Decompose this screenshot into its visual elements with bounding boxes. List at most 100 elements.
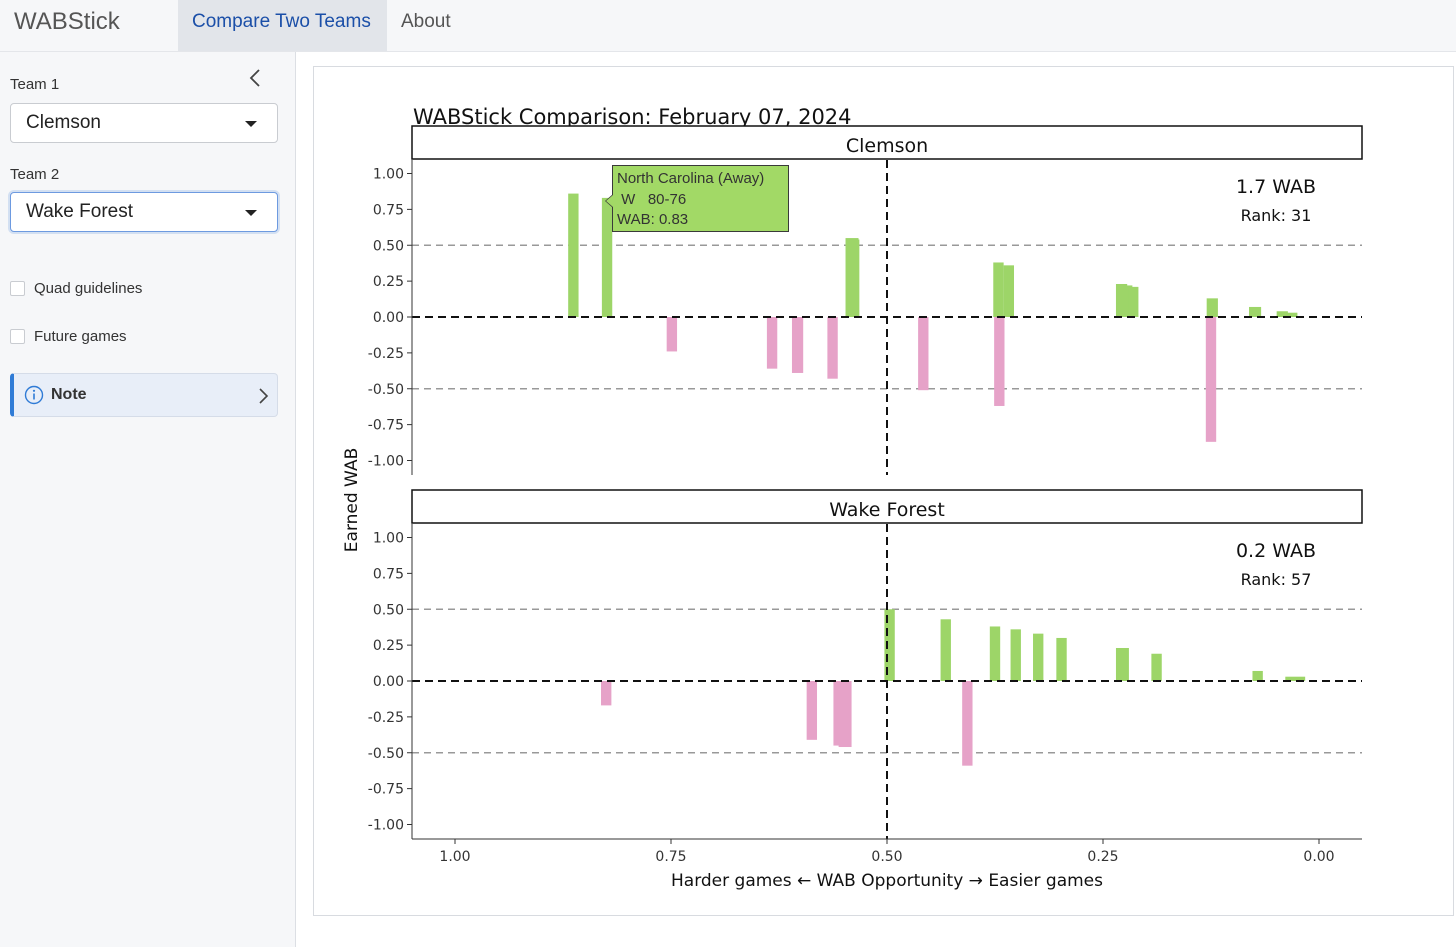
chart-title: WABStick Comparison: February 07, 2024 bbox=[413, 105, 852, 129]
win-bar bbox=[989, 626, 1001, 681]
loss-bar bbox=[666, 317, 678, 352]
info-icon bbox=[24, 385, 44, 405]
loss-bar bbox=[962, 681, 973, 766]
y-tick-label: -0.25 bbox=[368, 710, 404, 726]
rank-annotation: Rank: 57 bbox=[1241, 570, 1312, 589]
win-bar bbox=[1286, 312, 1298, 317]
loss-bar bbox=[791, 317, 804, 373]
app-brand: WABStick bbox=[14, 8, 120, 35]
future-games-label: Future games bbox=[34, 328, 127, 345]
y-tick-label: 0.75 bbox=[373, 566, 404, 582]
y-tick-label: -1.00 bbox=[368, 454, 404, 470]
tooltip-opponent: North Carolina (Away) bbox=[617, 170, 765, 187]
y-tick-label: -0.75 bbox=[368, 418, 404, 434]
win-bar bbox=[601, 197, 613, 317]
quad-guidelines-checkbox-row[interactable]: Quad guidelines bbox=[10, 279, 210, 301]
win-bar bbox=[1056, 637, 1067, 681]
team1-label: Team 1 bbox=[10, 76, 60, 93]
y-tick-label: -0.50 bbox=[368, 746, 404, 762]
win-bar bbox=[1276, 311, 1288, 317]
win-bar bbox=[1206, 298, 1218, 317]
y-tick-label: 0.50 bbox=[373, 238, 404, 254]
note-accordion[interactable]: Note bbox=[10, 373, 278, 417]
x-tick-label: 0.50 bbox=[871, 849, 902, 865]
navbar: WABStick Compare Two Teams About bbox=[0, 0, 1456, 52]
future-games-checkbox[interactable] bbox=[10, 329, 25, 344]
panel-strip bbox=[411, 489, 1363, 524]
y-tick-label: -0.50 bbox=[368, 382, 404, 398]
tab-about[interactable]: About bbox=[401, 11, 451, 32]
note-label: Note bbox=[51, 386, 87, 403]
panel-strip bbox=[411, 125, 1363, 160]
y-tick-label: 0.75 bbox=[373, 202, 404, 218]
x-axis-label: Harder games ← WAB Opportunity → Easier … bbox=[671, 871, 1103, 891]
x-tick-label: 0.25 bbox=[1087, 849, 1118, 865]
team2-select[interactable]: Wake Forest bbox=[10, 192, 278, 232]
panel-wake-forest: Wake Forest 1.00 0.75 0.50 0.25 0.00 -0.25 -0.5… bbox=[368, 489, 1363, 839]
loss-bar bbox=[838, 681, 852, 748]
y-axis-label: Earned WAB bbox=[342, 448, 362, 552]
win-bar bbox=[1115, 283, 1128, 317]
loss-bar bbox=[766, 317, 778, 369]
chevron-down-icon bbox=[245, 210, 257, 216]
y-tick-label: 1.00 bbox=[373, 531, 404, 547]
loss-bar bbox=[827, 317, 838, 379]
x-tick-label: 0.75 bbox=[655, 849, 686, 865]
sidebar: Team 1 Clemson Team 2 Wake Forest Quad g… bbox=[0, 52, 296, 947]
chevron-down-icon bbox=[245, 121, 257, 127]
wab-annotation: 0.2 WAB bbox=[1236, 540, 1316, 562]
y-tick-label: 0.00 bbox=[373, 674, 404, 690]
y-tick-label: 0.25 bbox=[373, 638, 404, 654]
quad-guidelines-checkbox[interactable] bbox=[10, 281, 25, 296]
tab-compare-two-teams[interactable]: Compare Two Teams bbox=[178, 0, 387, 51]
win-bar bbox=[1252, 670, 1263, 681]
loss-bar bbox=[1205, 317, 1217, 442]
y-tick-label: -0.75 bbox=[368, 782, 404, 798]
wab-annotation: 1.7 WAB bbox=[1236, 176, 1316, 198]
win-bar bbox=[1285, 676, 1306, 681]
loss-bar bbox=[994, 317, 1005, 406]
win-bar bbox=[1003, 265, 1015, 317]
y-tick-label: 1.00 bbox=[373, 167, 404, 183]
win-bar bbox=[1128, 286, 1139, 317]
x-tick-label: 0.00 bbox=[1303, 849, 1334, 865]
rank-annotation: Rank: 31 bbox=[1241, 206, 1312, 225]
win-bar bbox=[1122, 285, 1133, 317]
collapse-sidebar-icon[interactable] bbox=[244, 66, 268, 90]
win-bar bbox=[568, 193, 579, 317]
win-bar bbox=[1033, 633, 1044, 681]
win-bar bbox=[993, 262, 1004, 317]
y-tick-label: 0.00 bbox=[373, 310, 404, 326]
loss-bar bbox=[918, 317, 929, 391]
panel-clemson: Clemson 1.00 0.75 0.50 0.25 0.00 -0.25 -0.50 -0.… bbox=[368, 125, 1363, 475]
panel-strip-title: Clemson bbox=[846, 135, 928, 157]
loss-bar bbox=[601, 681, 612, 706]
loss-bar bbox=[806, 681, 818, 740]
win-bar bbox=[940, 619, 951, 681]
bar-tooltip: North Carolina (Away) W 80-76 WAB: 0.83 bbox=[605, 165, 789, 232]
y-tick-label: 0.25 bbox=[373, 274, 404, 290]
win-bar bbox=[1249, 306, 1262, 317]
win-bar bbox=[884, 609, 895, 681]
y-tick-label: -1.00 bbox=[368, 818, 404, 834]
x-tick-label: 1.00 bbox=[439, 849, 470, 865]
x-axis: 1.00 0.75 0.50 0.25 0.00 bbox=[412, 838, 1362, 865]
y-tick-label: -0.25 bbox=[368, 346, 404, 362]
win-bar bbox=[848, 239, 860, 317]
panel-strip-title: Wake Forest bbox=[829, 499, 945, 521]
team2-select-value: Wake Forest bbox=[26, 201, 133, 222]
team2-label: Team 2 bbox=[10, 166, 60, 183]
tooltip-result: W 80-76 bbox=[617, 190, 687, 208]
chevron-right-icon bbox=[259, 388, 269, 404]
quad-guidelines-label: Quad guidelines bbox=[34, 280, 143, 297]
y-tick-label: 0.50 bbox=[373, 602, 404, 618]
team1-select-value: Clemson bbox=[26, 112, 101, 133]
win-bar bbox=[1010, 629, 1021, 681]
future-games-checkbox-row[interactable]: Future games bbox=[10, 327, 210, 349]
team1-select[interactable]: Clemson bbox=[10, 103, 278, 143]
win-bar bbox=[1151, 653, 1162, 681]
tooltip-wab: WAB: 0.83 bbox=[617, 211, 689, 228]
tooltip-arrow-fill bbox=[606, 195, 613, 207]
chart-panels: Clemson 1.00 0.75 0.50 0.25 0.00 -0.25 -0.50 -0.… bbox=[368, 125, 1363, 839]
